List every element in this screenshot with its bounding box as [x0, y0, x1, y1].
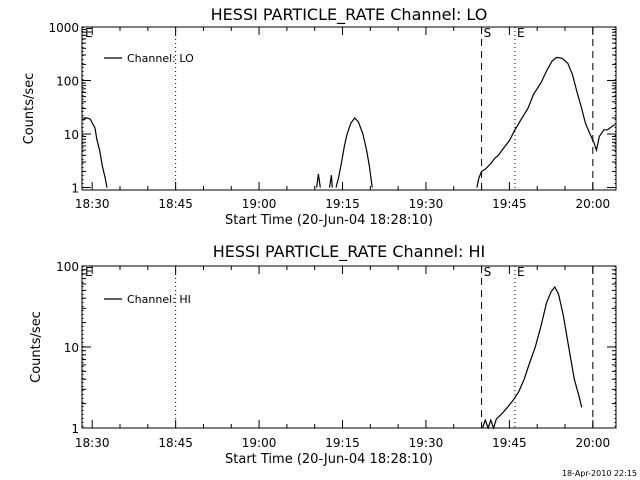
- x-tick-label: 19:00: [242, 197, 277, 211]
- event-marker-label: E: [85, 26, 93, 40]
- x-tick-label: 19:30: [409, 197, 444, 211]
- x-tick-label: 19:15: [325, 197, 360, 211]
- footer-timestamp: 18-Apr-2010 22:15: [562, 469, 637, 478]
- series-line: [82, 117, 108, 188]
- x-tick-label: 20:00: [576, 197, 611, 211]
- x-tick-label: 19:30: [409, 436, 444, 450]
- chart-title: HESSI PARTICLE_RATE Channel: LO: [211, 5, 488, 25]
- legend-label: Channel: HI: [127, 293, 191, 306]
- series-line: [481, 285, 583, 430]
- x-tick-label: 20:00: [576, 436, 611, 450]
- x-axis-label: Start Time (20-Jun-04 18:28:10): [225, 213, 433, 228]
- x-tick-label: 19:15: [325, 436, 360, 450]
- y-tick-label: 10: [64, 128, 79, 142]
- x-tick-label: 19:00: [242, 436, 277, 450]
- x-tick-label: 18:30: [75, 436, 110, 450]
- series-line: [328, 175, 333, 188]
- event-marker-label: S: [484, 265, 492, 279]
- y-axis-label: Counts/sec: [29, 311, 44, 383]
- y-tick-label: 1: [71, 182, 79, 196]
- legend-label: Channel: LO: [127, 52, 194, 65]
- x-axis-label: Start Time (20-Jun-04 18:28:10): [225, 452, 433, 467]
- event-marker-label: E: [85, 265, 93, 279]
- event-marker-label: E: [517, 26, 525, 40]
- x-tick-label: 18:45: [158, 436, 193, 450]
- y-axis-label: Counts/sec: [22, 73, 37, 145]
- x-tick-label: 18:30: [75, 197, 110, 211]
- y-tick-label: 1: [71, 422, 79, 436]
- event-marker-label: S: [484, 26, 492, 40]
- series-line: [316, 173, 321, 188]
- series-line: [335, 116, 373, 188]
- y-tick-label: 100: [56, 75, 79, 89]
- series-line: [476, 56, 616, 188]
- x-tick-label: 18:45: [158, 197, 193, 211]
- x-tick-label: 19:45: [492, 197, 527, 211]
- x-tick-label: 19:45: [492, 436, 527, 450]
- y-tick-label: 1000: [48, 21, 79, 35]
- y-tick-label: 100: [56, 260, 79, 274]
- chart-title: HESSI PARTICLE_RATE Channel: HI: [213, 242, 486, 262]
- y-tick-label: 10: [64, 341, 79, 355]
- event-marker-label: E: [517, 265, 525, 279]
